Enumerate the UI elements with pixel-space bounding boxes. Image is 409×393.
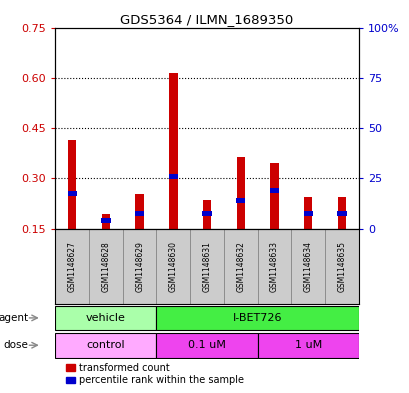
FancyBboxPatch shape <box>55 229 89 304</box>
FancyBboxPatch shape <box>291 229 324 304</box>
Text: GSM1148630: GSM1148630 <box>169 241 178 292</box>
Text: GSM1148633: GSM1148633 <box>269 241 278 292</box>
Bar <box>236 198 245 203</box>
Bar <box>269 187 279 193</box>
Bar <box>303 197 312 229</box>
FancyBboxPatch shape <box>156 333 257 358</box>
Text: GSM1148632: GSM1148632 <box>236 241 245 292</box>
Bar <box>68 140 76 229</box>
Text: GSM1148631: GSM1148631 <box>202 241 211 292</box>
Text: control: control <box>86 340 125 350</box>
Text: vehicle: vehicle <box>86 313 126 323</box>
Bar <box>135 211 144 217</box>
Text: agent: agent <box>0 313 28 323</box>
FancyBboxPatch shape <box>324 229 358 304</box>
FancyBboxPatch shape <box>156 229 190 304</box>
Bar <box>67 191 76 196</box>
FancyBboxPatch shape <box>55 333 156 358</box>
FancyBboxPatch shape <box>257 333 358 358</box>
Bar <box>303 211 312 217</box>
Bar <box>337 197 345 229</box>
Text: 1 uM: 1 uM <box>294 340 321 350</box>
Bar <box>270 163 278 229</box>
FancyBboxPatch shape <box>257 229 291 304</box>
Bar <box>101 218 110 223</box>
Bar <box>236 157 245 229</box>
Bar <box>101 214 110 229</box>
Bar <box>202 200 211 229</box>
FancyBboxPatch shape <box>190 229 223 304</box>
Bar <box>135 194 144 229</box>
Text: GSM1148635: GSM1148635 <box>337 241 346 292</box>
Bar <box>169 73 177 229</box>
Title: GDS5364 / ILMN_1689350: GDS5364 / ILMN_1689350 <box>120 13 293 26</box>
FancyBboxPatch shape <box>223 229 257 304</box>
Text: 0.1 uM: 0.1 uM <box>188 340 225 350</box>
FancyBboxPatch shape <box>156 306 358 330</box>
Text: GSM1148634: GSM1148634 <box>303 241 312 292</box>
FancyBboxPatch shape <box>89 229 122 304</box>
FancyBboxPatch shape <box>122 229 156 304</box>
Bar <box>168 174 178 180</box>
Text: GSM1148627: GSM1148627 <box>67 241 76 292</box>
Bar <box>202 211 211 217</box>
Text: GSM1148628: GSM1148628 <box>101 241 110 292</box>
Text: GSM1148629: GSM1148629 <box>135 241 144 292</box>
FancyBboxPatch shape <box>55 306 156 330</box>
Bar <box>337 211 346 217</box>
Text: I-BET726: I-BET726 <box>232 313 282 323</box>
Text: dose: dose <box>3 340 28 350</box>
Legend: transformed count, percentile rank within the sample: transformed count, percentile rank withi… <box>66 362 243 386</box>
